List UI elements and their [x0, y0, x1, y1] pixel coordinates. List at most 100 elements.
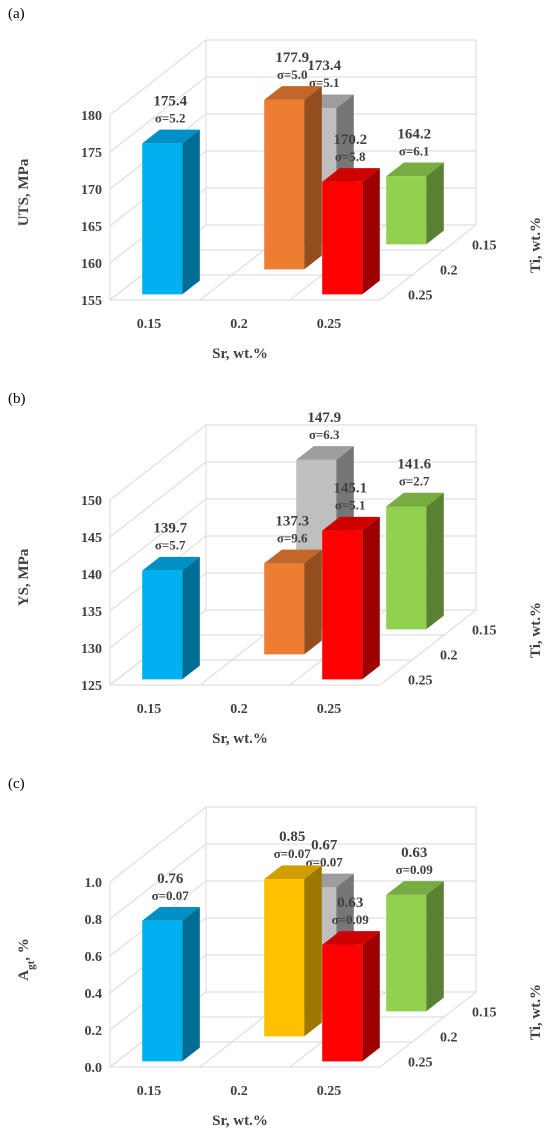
bar-front: [142, 570, 183, 680]
x-axis-title: Sr, wt.%: [212, 731, 268, 747]
bar-front: [322, 530, 363, 680]
bar-front: [264, 563, 305, 655]
elongation-chart: 0.0 0.2 0.4 0.6 0.8 1.0 0.15 0.2 0.25 0.15 0.2 0.25…: [16, 806, 544, 1129]
y-tick-label: 170: [81, 183, 102, 198]
bar-front: [322, 181, 363, 295]
bar-0.2-0.2: 177.9σ=5.0: [264, 50, 322, 270]
panel-label: (a): [8, 6, 25, 22]
x-tick-label: 0.25: [317, 702, 342, 717]
bar-side: [426, 881, 444, 1012]
y-tick-label: 155: [81, 294, 102, 309]
bar-top: [386, 492, 444, 507]
bar-sigma-label: σ=0.07: [274, 846, 312, 861]
bar-0.2-0.2: 137.3σ=9.6: [264, 513, 322, 655]
bar-top: [322, 168, 380, 182]
bar-side: [304, 549, 322, 655]
bar-front: [264, 879, 305, 1037]
chart-panel-a: (a) 155 160 165 170 175 180 0.15 0.2 0.25 0.15 0.2…: [0, 0, 550, 380]
bar-top: [296, 446, 354, 460]
z-tick-label: 0.25: [408, 674, 433, 689]
z-axis-title: Ti, wt.%: [528, 984, 544, 1040]
x-axis-title: Sr, wt.%: [212, 346, 268, 362]
bar-side: [182, 129, 200, 295]
y-axis-title-suffix: , %: [16, 938, 32, 961]
uts-chart: 155 160 165 170 175 180 0.15 0.2 0.25 0.15 0.2 0.25…: [16, 39, 544, 362]
bar-value-label: 137.3: [275, 513, 309, 529]
chart-panel-b: (b) 125 130 135 140 145 150 0.15 0.2 0.25 0.15 0.2…: [0, 385, 550, 765]
bar-top: [142, 907, 200, 921]
x-tick-label: 0.15: [137, 1084, 162, 1099]
bar-value-label: 0.85: [279, 829, 305, 845]
floor-gridline: [379, 991, 477, 1068]
y-tick-label: 0.2: [85, 1024, 103, 1039]
bar-value-label: 164.2: [397, 126, 431, 142]
bar-value-label: 139.7: [153, 521, 187, 537]
bar-top: [386, 162, 444, 177]
bar-sigma-label: σ=6.1: [399, 143, 430, 158]
chart-body: 0.0 0.2 0.4 0.6 0.8 1.0 0.15 0.2 0.25 0.15 0.2 0.25…: [16, 806, 544, 1129]
bar-front: [386, 176, 427, 245]
bar-front: [142, 920, 183, 1062]
bar-0.25-0.25: 170.2σ=5.8: [322, 132, 380, 295]
bar-top: [264, 86, 322, 100]
bar-0.15-0.25: 0.76σ=0.07: [142, 871, 200, 1062]
bar-sigma-label: σ=6.3: [309, 427, 340, 442]
bar-top: [264, 549, 322, 564]
y-axis-title: YS, MPa: [16, 548, 32, 606]
z-tick-label: 0.2: [440, 649, 458, 664]
bar-value-label: 170.2: [333, 132, 367, 148]
bar-top: [264, 865, 322, 880]
y-tick-label: 130: [81, 642, 102, 657]
bar-0.15-0.25: 175.4σ=5.2: [142, 93, 200, 295]
y-tick-label: 0.0: [85, 1061, 103, 1076]
y-tick-label: 0.6: [85, 950, 103, 965]
bar-0.25-0.15: 164.2σ=6.1: [386, 126, 444, 245]
bar-front: [142, 143, 183, 295]
bar-top: [386, 881, 444, 895]
bar-sigma-label: σ=5.0: [277, 67, 308, 82]
z-tick-label: 0.2: [440, 1031, 458, 1046]
bar-front: [386, 894, 427, 1012]
bar-value-label: 0.63: [401, 845, 427, 861]
bar-0.25-0.25: 0.63σ=0.09: [322, 895, 380, 1062]
bar-front: [386, 506, 427, 630]
bar-side: [182, 907, 200, 1062]
bar-side: [362, 931, 380, 1062]
bar-sigma-label: σ=0.09: [332, 912, 370, 927]
bar-value-label: 0.63: [337, 895, 363, 911]
bar-front: [322, 944, 363, 1062]
bar-value-label: 175.4: [153, 93, 187, 109]
bar-side: [304, 86, 322, 270]
bar-value-label: 177.9: [275, 50, 309, 66]
bar-side: [362, 168, 380, 295]
bar-sigma-label: σ=5.1: [335, 498, 366, 513]
x-tick-label: 0.25: [317, 1084, 342, 1099]
chart-panel-c: (c) 0.0 0.2 0.4 0.6 0.8 1.0 0.15 0.2 0.25 0.15 0.2…: [0, 770, 550, 1142]
bar-side: [304, 865, 322, 1037]
bar-sigma-label: σ=5.7: [155, 538, 186, 553]
y-tick-label: 165: [81, 220, 102, 235]
chart-body: 155 160 165 170 175 180 0.15 0.2 0.25 0.15 0.2 0.25…: [16, 39, 544, 362]
z-axis-title: Ti, wt.%: [528, 217, 544, 273]
bar-0.15-0.25: 139.7σ=5.7: [142, 521, 200, 680]
bar-side: [182, 556, 200, 680]
bar-value-label: 141.6: [397, 457, 431, 473]
y-tick-label: 135: [81, 605, 102, 620]
bar-sigma-label: σ=9.6: [277, 530, 308, 545]
y-tick-label: 140: [81, 568, 102, 583]
bar-side: [426, 162, 444, 245]
bar-front: [264, 99, 305, 270]
bar-sigma-label: σ=0.09: [396, 862, 434, 877]
y-tick-label: 180: [81, 109, 102, 124]
x-tick-label: 0.2: [230, 702, 248, 717]
bar-0.25-0.25: 145.1σ=5.1: [322, 481, 380, 680]
bar-sigma-label: σ=5.8: [335, 149, 366, 164]
y-tick-label: 125: [81, 679, 102, 694]
bar-value-label: 0.67: [311, 837, 338, 853]
x-tick-label: 0.2: [230, 317, 248, 332]
y-axis-title: Agt, %: [16, 938, 37, 981]
bar-0.2-0.2: 0.85σ=0.07: [264, 829, 322, 1037]
bar-top: [142, 556, 200, 571]
bar-top: [322, 931, 380, 945]
y-axis-title: UTS, MPa: [16, 158, 32, 226]
